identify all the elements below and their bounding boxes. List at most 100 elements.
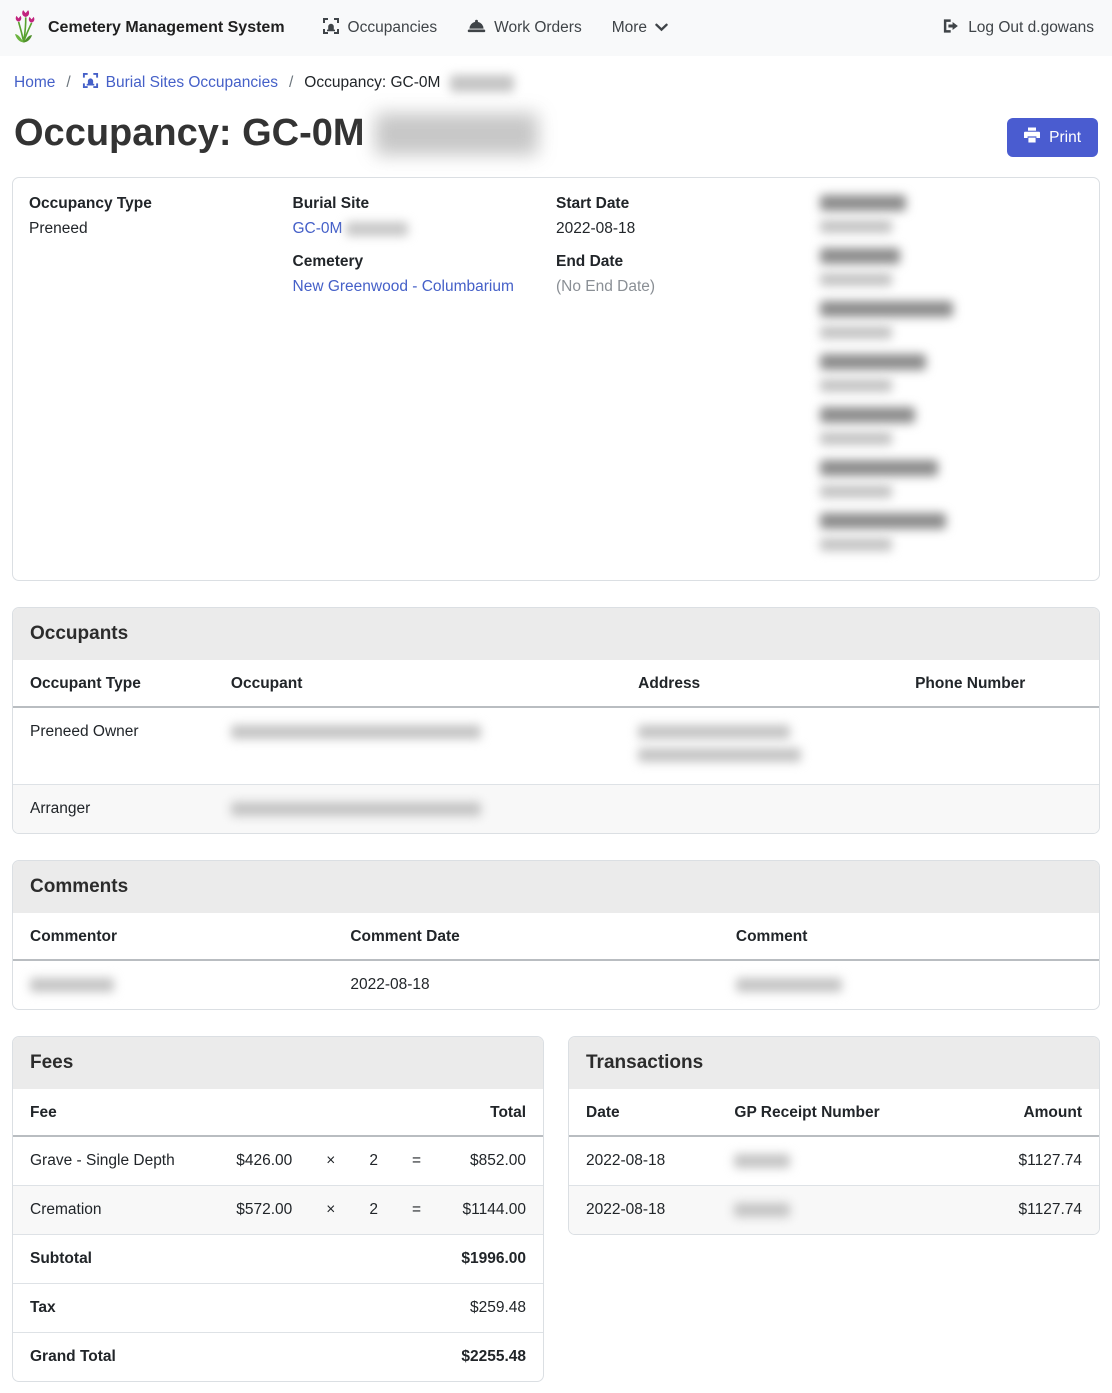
nav-item-more[interactable]: More <box>597 11 683 45</box>
details-grid: Occupancy Type Preneed Burial Site GC-0M… <box>13 178 1099 580</box>
breadcrumb: Home / Burial Sites Occupancies / Occupa… <box>0 56 1112 106</box>
col-total: Total <box>438 1089 543 1137</box>
field-start-date: Start Date 2022-08-18 <box>556 195 820 238</box>
redacted-field <box>819 513 1084 551</box>
occupancy-details-card: Occupancy Type Preneed Burial Site GC-0M… <box>12 177 1100 581</box>
tax-value: $259.48 <box>438 1283 543 1333</box>
transaction-receipt-cell <box>717 1136 966 1186</box>
comments-section-title: Comments <box>13 861 1099 913</box>
occupancies-icon <box>82 72 99 94</box>
occupant-phone-cell <box>898 784 1099 833</box>
fee-name-cell: Cremation <box>13 1185 220 1235</box>
bottom-two-column-row: Fees Fee Total Grave - Single Depth $426… <box>12 1036 1100 1382</box>
col-phone-number: Phone Number <box>898 660 1099 708</box>
field-occupancy-type: Occupancy Type Preneed <box>29 195 293 238</box>
occupant-address-cell <box>621 707 898 785</box>
occupant-name-cell <box>213 784 622 833</box>
redacted-field <box>819 460 1084 498</box>
transaction-row: 2022-08-18 $1127.74 <box>569 1136 1099 1186</box>
comment-date-cell: 2022-08-18 <box>350 976 430 993</box>
fees-subtotal-row: Subtotal $1996.00 <box>13 1234 543 1284</box>
logout-icon <box>942 18 959 39</box>
grand-total-value: $2255.48 <box>438 1332 543 1381</box>
fee-times-cell: × <box>326 1152 336 1169</box>
breadcrumb-occupancies-link[interactable]: Burial Sites Occupancies <box>82 72 278 94</box>
col-occupant-type: Occupant Type <box>13 660 214 708</box>
occupant-row: Arranger <box>13 784 1099 833</box>
occupancy-type-value: Preneed <box>29 220 88 237</box>
tax-label: Tax <box>13 1283 439 1333</box>
cemetery-label: Cemetery <box>292 253 364 270</box>
comment-row: 2022-08-18 <box>13 960 1099 1009</box>
app-brand[interactable]: Cemetery Management System <box>14 8 285 49</box>
commentor-cell <box>13 960 333 1009</box>
col-address: Address <box>621 660 899 708</box>
col-fee: Fee <box>13 1089 220 1137</box>
fee-total-cell: $1144.00 <box>438 1185 543 1235</box>
top-navbar: Cemetery Management System Occupancies W… <box>0 0 1112 56</box>
redacted-field <box>819 407 1084 445</box>
occupant-name-cell <box>214 707 621 785</box>
fee-qty-cell: 2 <box>369 1152 378 1169</box>
transaction-receipt-cell <box>717 1185 967 1234</box>
cemetery-link[interactable]: New Greenwood - Columbarium <box>292 278 514 295</box>
grand-total-label: Grand Total <box>13 1332 439 1381</box>
print-button[interactable]: Print <box>1007 118 1098 157</box>
col-gp-receipt-number: GP Receipt Number <box>717 1089 967 1137</box>
occupant-type-cell: Arranger <box>13 784 214 833</box>
transaction-date-cell: 2022-08-18 <box>569 1185 718 1234</box>
logout-button[interactable]: Log Out d.gowans <box>942 18 1094 39</box>
main-nav: Occupancies Work Orders More <box>307 9 684 48</box>
redacted-field <box>819 354 1084 392</box>
nav-item-work-orders[interactable]: Work Orders <box>452 10 597 47</box>
transaction-amount-cell: $1127.74 <box>1018 1152 1083 1169</box>
end-date-value: (No End Date) <box>556 278 656 295</box>
details-col-1: Occupancy Type Preneed <box>29 195 293 566</box>
breadcrumb-separator: / <box>288 74 294 91</box>
fee-price-cell: $572.00 <box>219 1185 310 1235</box>
nav-label-occupancies: Occupancies <box>347 19 438 36</box>
nav-label-more: More <box>611 19 648 36</box>
occupancies-icon <box>322 17 340 40</box>
col-comment-date: Comment Date <box>333 913 719 961</box>
burial-site-link[interactable]: GC-0M <box>292 220 343 237</box>
breadcrumb-current: Occupancy: GC-0M <box>304 74 515 92</box>
transaction-row: 2022-08-18 $1127.74 <box>569 1185 1099 1234</box>
fees-card: Fees Fee Total Grave - Single Depth $426… <box>12 1036 544 1382</box>
details-col-2: Burial Site GC-0M Cemetery New Greenwood… <box>293 195 557 566</box>
transactions-table: Date GP Receipt Number Amount 2022-08-18… <box>569 1089 1099 1234</box>
comment-cell <box>719 960 1099 1009</box>
field-cemetery: Cemetery New Greenwood - Columbarium <box>293 253 557 296</box>
breadcrumb-separator: / <box>66 74 71 91</box>
redacted-field <box>819 195 1084 233</box>
fee-row: Cremation $572.00 × 2 = $1144.00 <box>13 1185 543 1235</box>
comments-card: Comments Commentor Comment Date Comment … <box>12 860 1100 1010</box>
breadcrumb-occupancies-label: Burial Sites Occupancies <box>105 74 278 91</box>
occupants-section-title: Occupants <box>13 608 1099 660</box>
fee-row: Grave - Single Depth $426.00 × 2 = $852.… <box>13 1136 543 1186</box>
redacted-field <box>819 248 1084 286</box>
occupants-table: Occupant Type Occupant Address Phone Num… <box>13 660 1099 833</box>
nav-item-occupancies[interactable]: Occupancies <box>307 9 453 48</box>
breadcrumb-home-link[interactable]: Home <box>14 74 56 91</box>
fee-total-cell: $852.00 <box>469 1152 526 1169</box>
occupant-row: Preneed Owner <box>13 707 1099 785</box>
start-date-value: 2022-08-18 <box>556 220 636 237</box>
field-burial-site: Burial Site GC-0M <box>293 195 557 238</box>
start-date-label: Start Date <box>556 195 630 212</box>
transaction-date-cell: 2022-08-18 <box>586 1152 666 1169</box>
page-title: Occupancy: GC-0M <box>14 112 538 156</box>
col-commentor: Commentor <box>13 913 334 961</box>
occupant-phone-cell <box>898 707 1099 785</box>
fee-price-cell: $426.00 <box>236 1152 293 1169</box>
fees-section-title: Fees <box>13 1037 543 1089</box>
transactions-card: Transactions Date GP Receipt Number Amou… <box>568 1036 1100 1235</box>
col-occupant: Occupant <box>213 660 622 708</box>
fees-tax-row: Tax $259.48 <box>13 1283 543 1333</box>
occupancy-type-label: Occupancy Type <box>29 195 152 212</box>
chevron-down-icon <box>655 19 668 37</box>
col-comment: Comment <box>718 913 1099 961</box>
occupant-address-cell <box>621 784 899 833</box>
subtotal-label: Subtotal <box>13 1234 439 1284</box>
redacted-title-id <box>374 112 538 155</box>
